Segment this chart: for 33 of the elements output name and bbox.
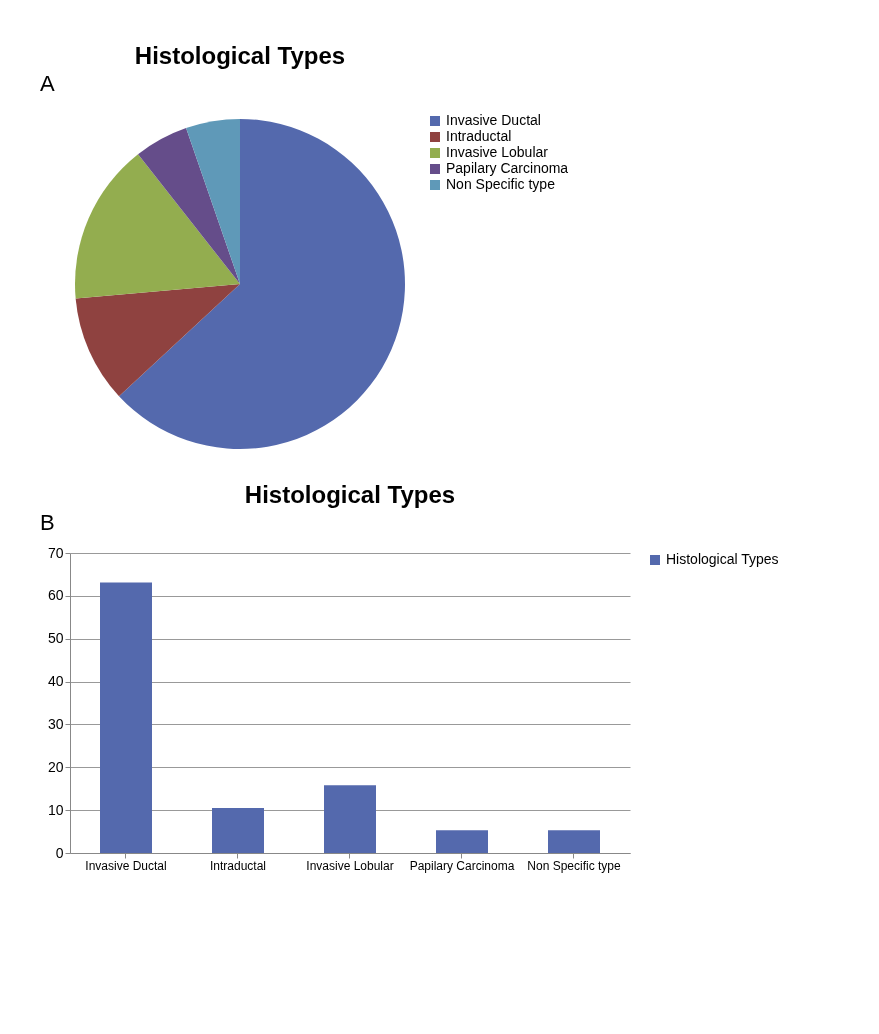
y-tick-label: 60: [47, 587, 64, 604]
y-tick-label: 10: [47, 801, 64, 818]
legend-label: Non Specific type: [446, 176, 556, 192]
bar: [100, 582, 152, 853]
x-tick-label: Invasive Ductal: [85, 858, 167, 873]
pie-slice: [75, 154, 240, 299]
x-tick-label: Intraductal: [209, 858, 267, 873]
y-tick-label: 40: [47, 673, 64, 690]
y-tick-label: 70: [47, 544, 64, 561]
pie-slice: [186, 119, 240, 284]
bar: [548, 830, 600, 853]
legend-label: Intraductal: [446, 128, 512, 144]
x-tick-label: Non Specific type: [527, 858, 622, 873]
y-tick-label: 50: [47, 630, 64, 647]
x-tick-label: Invasive Lobular: [306, 858, 394, 873]
legend-label: Invasive Lobular: [446, 144, 549, 160]
text: B: [40, 510, 55, 535]
pie-slice: [119, 119, 405, 449]
bar: [324, 785, 376, 853]
y-tick-label: 20: [47, 758, 64, 775]
legend-label: Invasive Ductal: [446, 112, 541, 128]
bar: [436, 830, 488, 853]
text: A: [40, 71, 55, 96]
y-tick-label: 30: [47, 715, 64, 732]
pie-slice: [75, 284, 240, 397]
x-tick-label: Papilary Carcinoma: [409, 858, 515, 873]
chart-title: Histological Types: [134, 42, 346, 69]
legend-label: Papilary Carcinoma: [446, 160, 569, 176]
legend-label: Histological Types: [666, 551, 779, 567]
bar: [212, 808, 264, 853]
pie-slice: [138, 128, 240, 284]
y-tick-label: 0: [55, 844, 64, 861]
chart-title: Histological Types: [244, 481, 456, 508]
